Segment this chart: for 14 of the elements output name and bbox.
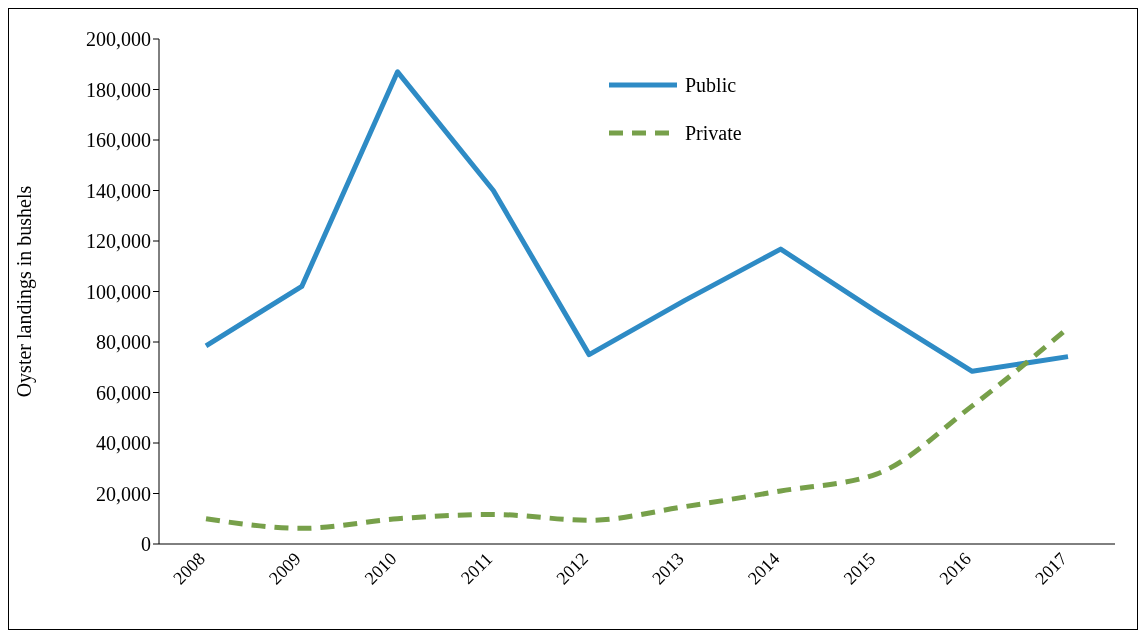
y-tick-label: 60,000 <box>96 381 151 404</box>
y-tick-label: 0 <box>141 533 151 556</box>
y-tick-label: 180,000 <box>86 78 151 101</box>
y-tick-label: 80,000 <box>96 331 151 354</box>
y-axis-title: Oyster landings in bushels <box>13 185 37 398</box>
y-tick-label: 200,000 <box>86 28 151 51</box>
y-tick-label: 160,000 <box>86 129 151 152</box>
legend-label: Public <box>685 73 737 97</box>
y-tick-label: 40,000 <box>96 432 151 455</box>
legend-label: Private <box>685 121 742 145</box>
y-tick-label: 100,000 <box>86 280 151 303</box>
y-tick-label: 120,000 <box>86 230 151 253</box>
y-tick-label: 140,000 <box>86 179 151 202</box>
y-tick-label: 20,000 <box>96 482 151 505</box>
